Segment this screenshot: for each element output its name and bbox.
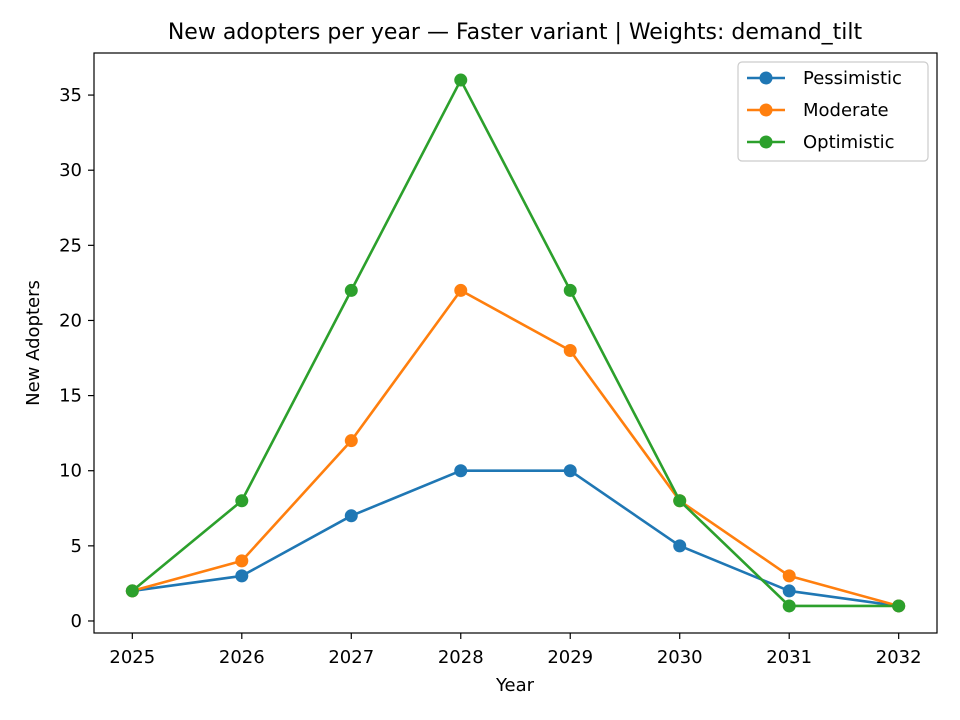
- series-pessimistic: [125, 464, 906, 613]
- y-axis-label: New Adopters: [23, 280, 44, 406]
- x-tick-label: 2029: [547, 647, 593, 668]
- legend-label: Pessimistic: [803, 68, 902, 89]
- data-point: [235, 494, 249, 508]
- data-point: [344, 434, 358, 448]
- plot-area: [125, 73, 906, 613]
- data-point: [563, 344, 577, 358]
- y-tick-label: 20: [59, 310, 82, 331]
- legend-swatch-marker: [759, 135, 773, 149]
- x-tick-label: 2032: [876, 647, 922, 668]
- data-point: [344, 509, 358, 523]
- legend: Pessimistic Moderate Optimistic: [737, 61, 929, 162]
- chart-title: New adopters per year — Faster variant |…: [168, 20, 863, 45]
- data-point: [673, 539, 687, 553]
- data-point: [125, 584, 139, 598]
- series-line: [132, 469, 899, 608]
- legend-item: Pessimistic: [747, 68, 902, 89]
- series-line: [131, 289, 900, 608]
- y-tick-label: 15: [59, 386, 82, 407]
- legend-item: Optimistic: [747, 132, 895, 153]
- data-point: [454, 283, 468, 297]
- data-point: [563, 283, 577, 297]
- data-point: [892, 599, 906, 613]
- legend-label: Moderate: [803, 100, 889, 121]
- data-point: [235, 569, 249, 583]
- x-tick-label: 2027: [328, 647, 374, 668]
- data-point: [454, 464, 468, 478]
- x-tick-label: 2028: [438, 647, 484, 668]
- legend-label: Optimistic: [803, 132, 895, 153]
- legend-box: [737, 61, 929, 162]
- y-tick-label: 0: [71, 611, 82, 632]
- x-tick-label: 2026: [219, 647, 265, 668]
- data-point: [563, 464, 577, 478]
- y-tick-label: 5: [71, 536, 82, 557]
- series-moderate: [125, 283, 906, 613]
- x-axis-label: Year: [495, 675, 535, 696]
- legend-swatch-marker: [759, 103, 773, 117]
- y-axis: 0 5 10 15 20 25 30 35: [59, 85, 94, 632]
- x-tick-label: 2025: [109, 647, 155, 668]
- y-tick-label: 25: [59, 235, 82, 256]
- series-line: [131, 78, 899, 608]
- data-point: [454, 73, 468, 87]
- data-point: [782, 584, 796, 598]
- data-point: [344, 283, 358, 297]
- series-optimistic: [125, 73, 906, 613]
- data-point: [782, 569, 796, 583]
- plot-frame: [93, 52, 938, 634]
- x-axis: 2025 2026 2027 2028 2029 2030 2031 2032: [109, 633, 922, 668]
- y-tick-label: 35: [59, 85, 82, 106]
- y-tick-label: 30: [59, 160, 82, 181]
- x-tick-label: 2031: [766, 647, 812, 668]
- x-tick-label: 2030: [657, 647, 703, 668]
- y-tick-label: 10: [59, 461, 82, 482]
- data-point: [673, 494, 687, 508]
- legend-item: Moderate: [747, 100, 889, 121]
- legend-swatch-marker: [759, 71, 773, 85]
- data-point: [235, 554, 249, 568]
- data-point: [782, 599, 796, 613]
